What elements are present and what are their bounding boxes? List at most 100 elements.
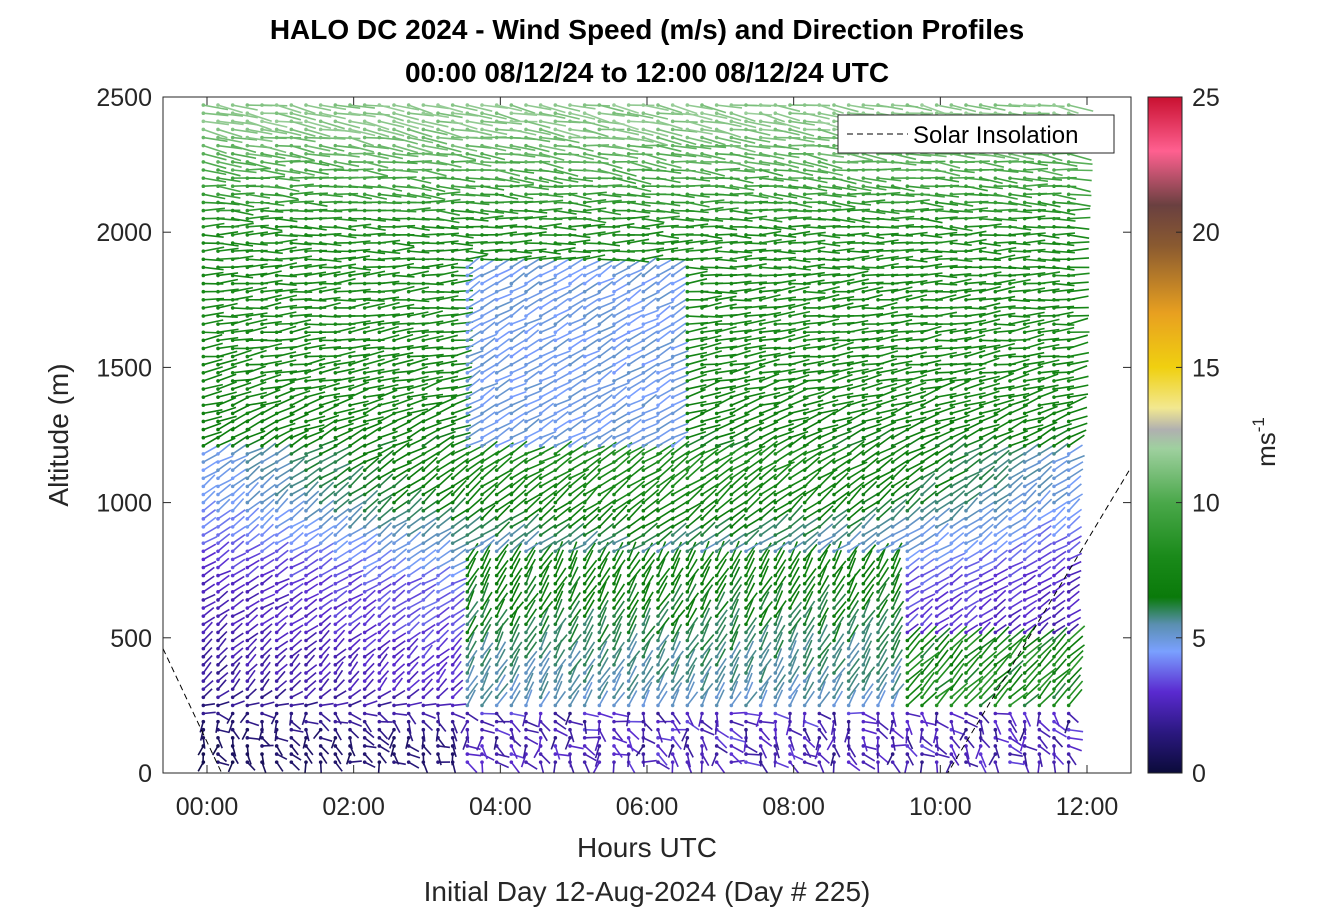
wind-barb-point: [509, 711, 514, 716]
wind-barb-shaft: [364, 670, 375, 682]
wind-barb-shaft: [261, 701, 275, 707]
wind-barb-point: [436, 111, 440, 116]
wind-barb-shaft: [437, 661, 448, 674]
wind-barb-point: [494, 119, 499, 124]
wind-barb-point: [626, 306, 631, 310]
wind-barb-shaft: [202, 670, 213, 682]
wind-barb-point: [524, 525, 528, 529]
wind-barb-point: [480, 103, 484, 107]
wind-barb-shaft: [584, 736, 599, 739]
wind-barb-point: [553, 557, 558, 562]
wind-barb-shaft: [320, 366, 340, 374]
wind-barb-point: [494, 630, 499, 635]
wind-barb-shaft: [232, 443, 248, 455]
wind-barb-shaft: [421, 737, 425, 750]
wind-barb-shaft: [422, 532, 439, 544]
wind-barb-point: [480, 557, 484, 562]
wind-barb-point: [568, 492, 572, 497]
wind-barb-point: [524, 257, 528, 262]
wind-barb-shaft: [466, 664, 475, 682]
wind-barb-shaft: [423, 712, 436, 720]
wind-barb-point: [582, 533, 587, 537]
wind-barb-point: [216, 103, 220, 107]
wind-barb-point: [494, 549, 499, 554]
wind-barb-point: [436, 679, 440, 683]
wind-barb-shaft: [612, 762, 615, 773]
wind-barb-point: [304, 452, 308, 456]
wind-barb-point: [612, 663, 616, 667]
wind-barb-point: [230, 517, 235, 521]
wind-barb-shaft: [467, 136, 493, 140]
wind-barb-shaft: [231, 753, 239, 765]
wind-barb-shaft: [291, 454, 309, 463]
wind-barb-point: [260, 322, 264, 326]
wind-barb-point: [597, 525, 602, 529]
wind-barb-shaft: [393, 600, 408, 609]
wind-barb-shaft: [422, 644, 433, 658]
wind-barb-point: [597, 143, 602, 148]
wind-barb-point: [465, 298, 470, 302]
wind-barb-point: [304, 322, 308, 326]
wind-barb-shaft: [305, 474, 321, 488]
wind-barb-shaft: [437, 112, 463, 119]
wind-barb-shaft: [408, 655, 420, 666]
wind-barb-point: [582, 760, 587, 764]
wind-barb-point: [524, 687, 528, 691]
wind-barb-shaft: [437, 558, 453, 569]
wind-barb-point: [568, 346, 572, 351]
wind-barb-shaft: [393, 556, 407, 569]
wind-barb-shaft: [437, 295, 459, 301]
wind-barb-point: [406, 273, 411, 278]
wind-barb-point: [289, 573, 294, 578]
wind-barb-point: [230, 711, 235, 716]
wind-barb-point: [582, 557, 587, 562]
wind-barb-point: [568, 127, 572, 132]
wind-barb-shaft: [364, 375, 384, 382]
wind-barb-shaft: [261, 601, 275, 609]
wind-barb-point: [245, 590, 250, 594]
wind-barb-point: [362, 135, 367, 140]
wind-barb-shaft: [217, 679, 227, 690]
wind-barb-point: [377, 306, 382, 310]
wind-barb-point: [553, 435, 558, 440]
wind-barb-shaft: [423, 310, 443, 317]
wind-barb-point: [436, 103, 440, 107]
wind-barb-shaft: [335, 256, 357, 261]
wind-barb-point: [538, 622, 543, 627]
wind-barb-point: [333, 224, 338, 229]
wind-barb-point: [362, 411, 367, 416]
wind-barb-point: [245, 573, 250, 578]
wind-barb-shaft: [276, 112, 302, 121]
wind-barb-point: [436, 549, 440, 554]
wind-barb-point: [553, 168, 558, 172]
wind-barb-point: [245, 224, 250, 229]
wind-barb-shaft: [261, 369, 283, 374]
wind-barb-point: [392, 492, 396, 497]
wind-barb-shaft: [290, 518, 307, 528]
wind-barb-point: [201, 435, 206, 440]
wind-barb-shaft: [246, 623, 259, 634]
wind-barb-point: [509, 679, 514, 683]
wind-barb-point: [436, 517, 440, 521]
wind-barb-shaft: [291, 247, 312, 252]
wind-barb-point: [524, 646, 528, 651]
wind-barb-shaft: [291, 136, 316, 143]
wind-barb-point: [568, 233, 572, 237]
wind-barb-shaft: [291, 200, 314, 204]
wind-barb-point: [641, 557, 646, 562]
wind-barb-point: [318, 744, 323, 748]
wind-barb-point: [216, 703, 220, 708]
wind-barb-point: [626, 127, 631, 132]
wind-barb-point: [524, 476, 528, 481]
wind-barb-shaft: [437, 515, 453, 528]
wind-barb-point: [465, 184, 470, 189]
wind-barb-point: [333, 590, 338, 594]
wind-barb-point: [260, 184, 264, 189]
wind-barb-shaft: [422, 721, 434, 731]
wind-barb-point: [392, 517, 396, 521]
wind-barb-point: [626, 581, 631, 586]
wind-barb-point: [406, 200, 411, 205]
wind-barb-shaft: [202, 566, 215, 577]
wind-barb-point: [245, 557, 250, 562]
wind-barb-point: [260, 460, 264, 464]
